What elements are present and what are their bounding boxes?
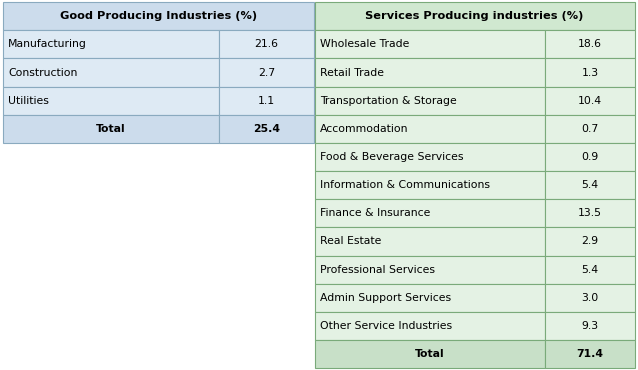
Bar [545, 115, 635, 143]
Text: Accommodation: Accommodation [320, 124, 408, 134]
Bar [219, 115, 314, 143]
Bar [315, 58, 545, 87]
Bar [219, 58, 314, 87]
Text: 10.4: 10.4 [578, 96, 602, 106]
Bar [3, 30, 219, 58]
Text: 5.4: 5.4 [581, 265, 598, 275]
Bar [315, 284, 545, 312]
Text: Retail Trade: Retail Trade [320, 68, 383, 78]
Bar [545, 228, 635, 256]
Bar [545, 340, 635, 368]
Text: 1.3: 1.3 [581, 68, 598, 78]
Bar [545, 284, 635, 312]
Text: 3.0: 3.0 [581, 293, 598, 303]
Text: Finance & Insurance: Finance & Insurance [320, 208, 430, 218]
Text: 13.5: 13.5 [578, 208, 602, 218]
Text: Good Producing Industries (%): Good Producing Industries (%) [60, 11, 257, 21]
Bar [315, 2, 635, 30]
Text: Food & Beverage Services: Food & Beverage Services [320, 152, 463, 162]
Bar [315, 228, 545, 256]
Text: Construction: Construction [8, 68, 78, 78]
Text: Professional Services: Professional Services [320, 265, 434, 275]
Bar [545, 30, 635, 58]
Bar [545, 199, 635, 228]
Bar [219, 87, 314, 115]
Text: Manufacturing: Manufacturing [8, 40, 87, 50]
Bar [315, 115, 545, 143]
Bar [545, 143, 635, 171]
Bar [219, 30, 314, 58]
Text: Services Producing industries (%): Services Producing industries (%) [366, 11, 584, 21]
Text: Utilities: Utilities [8, 96, 49, 106]
Bar [545, 87, 635, 115]
Text: 71.4: 71.4 [577, 349, 604, 359]
Text: Other Service Industries: Other Service Industries [320, 321, 452, 331]
Text: 0.7: 0.7 [581, 124, 598, 134]
Text: Total: Total [96, 124, 126, 134]
Text: 21.6: 21.6 [255, 40, 279, 50]
Text: Total: Total [415, 349, 445, 359]
Text: Admin Support Services: Admin Support Services [320, 293, 451, 303]
Bar [3, 87, 219, 115]
Bar [315, 312, 545, 340]
Bar [545, 58, 635, 87]
Bar [3, 2, 314, 30]
Bar [315, 30, 545, 58]
Text: 1.1: 1.1 [258, 96, 275, 106]
Text: 5.4: 5.4 [581, 180, 598, 190]
Text: 2.7: 2.7 [258, 68, 275, 78]
Text: 9.3: 9.3 [581, 321, 598, 331]
Text: 0.9: 0.9 [581, 152, 598, 162]
Bar [315, 199, 545, 228]
Text: 2.9: 2.9 [581, 236, 598, 246]
Bar [545, 256, 635, 284]
Text: 18.6: 18.6 [578, 40, 602, 50]
Bar [315, 87, 545, 115]
Text: Information & Communications: Information & Communications [320, 180, 489, 190]
Bar [3, 58, 219, 87]
Bar [315, 143, 545, 171]
Bar [3, 115, 219, 143]
Text: Wholesale Trade: Wholesale Trade [320, 40, 409, 50]
Text: Real Estate: Real Estate [320, 236, 381, 246]
Bar [315, 171, 545, 199]
Bar [545, 171, 635, 199]
Text: Transportation & Storage: Transportation & Storage [320, 96, 456, 106]
Bar [315, 256, 545, 284]
Bar [545, 312, 635, 340]
Text: 25.4: 25.4 [253, 124, 280, 134]
Bar [315, 340, 545, 368]
